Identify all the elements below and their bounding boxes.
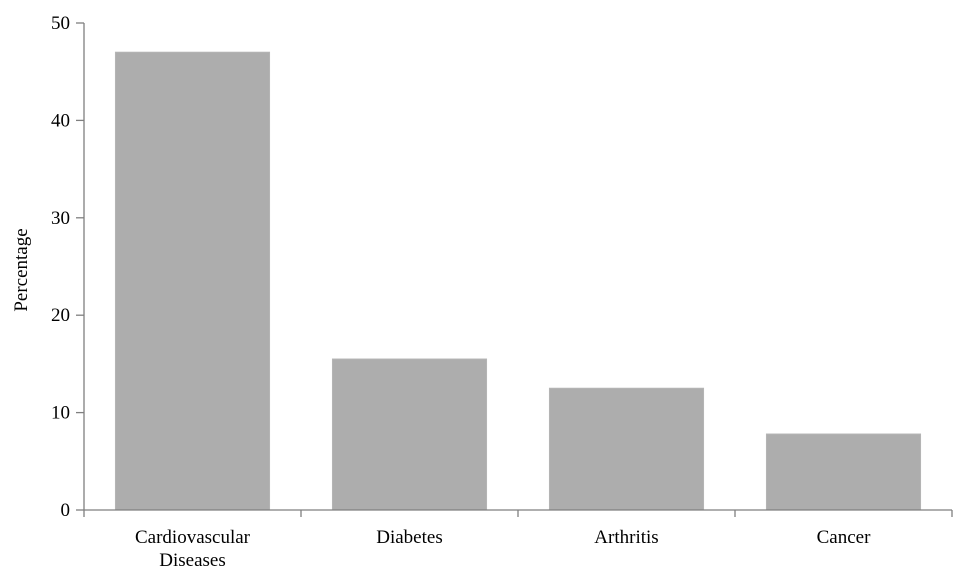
y-tick-label: 0 <box>61 500 71 521</box>
x-category-label-line: Arthritis <box>594 527 658 548</box>
x-category-label: Cardiovascular Diseases <box>135 527 251 571</box>
bar <box>331 358 488 511</box>
x-category-label: Diabetes <box>376 527 442 548</box>
y-tick-label: 10 <box>51 403 70 424</box>
x-category-label-line: Diseases <box>159 550 225 571</box>
x-category-label: Cancer <box>817 527 871 548</box>
x-category-label-line: Cardiovascular <box>135 527 251 548</box>
bars-layer <box>114 51 922 511</box>
category-labels-layer: Cardiovascular Diseases Diabetes Arthritis C… <box>135 527 871 571</box>
bar <box>548 387 705 511</box>
bar <box>765 433 922 511</box>
y-axis-title: Percentage <box>11 228 32 311</box>
x-category-label-line: Diabetes <box>376 527 442 548</box>
x-category-label-line: Cancer <box>817 527 871 548</box>
bar <box>114 51 271 511</box>
y-tick-label: 50 <box>51 13 70 34</box>
y-tick-label: 30 <box>51 208 70 229</box>
x-category-label: Arthritis <box>594 527 658 548</box>
y-tick-label: 40 <box>51 110 70 131</box>
y-ticks-layer: 0 10 20 30 40 50 <box>51 13 84 521</box>
x-ticks-layer <box>83 510 953 517</box>
y-tick-label: 20 <box>51 305 70 326</box>
